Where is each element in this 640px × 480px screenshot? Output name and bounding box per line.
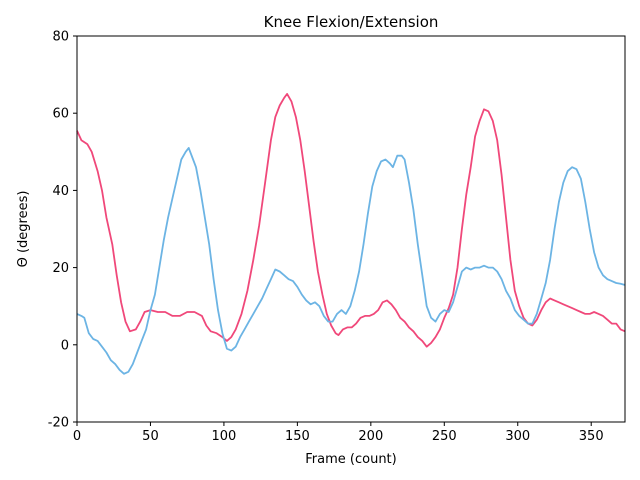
y-tick-label: 60: [52, 107, 69, 122]
y-tick-label: 80: [52, 30, 69, 45]
x-axis-label: Frame (count): [305, 452, 396, 467]
y-tick-label: -20: [48, 416, 69, 431]
series-line-2: [76, 147, 626, 375]
chart-title: Knee Flexion/Extension: [264, 13, 439, 31]
series-line-1: [76, 93, 626, 348]
x-tick-label: 50: [142, 429, 159, 444]
x-tick-label: 200: [358, 429, 383, 444]
x-tick-label: 150: [285, 429, 310, 444]
y-tick-label: 20: [52, 261, 69, 276]
x-tick-label: 100: [212, 429, 237, 444]
plot-lines: [76, 93, 626, 375]
x-tick-label: 250: [432, 429, 457, 444]
x-tick-label: 350: [579, 429, 604, 444]
y-axis-ticks: -20 0 20 40 60 80: [48, 30, 77, 431]
y-tick-label: 0: [61, 338, 69, 353]
y-tick-label: 40: [52, 184, 69, 199]
x-axis-ticks: 0 50 100 150 200 250 300 350: [73, 422, 604, 444]
plot-frame: [76, 35, 626, 423]
x-tick-label: 0: [73, 429, 81, 444]
y-axis-label: Θ (degrees): [16, 191, 31, 268]
x-tick-label: 300: [505, 429, 530, 444]
